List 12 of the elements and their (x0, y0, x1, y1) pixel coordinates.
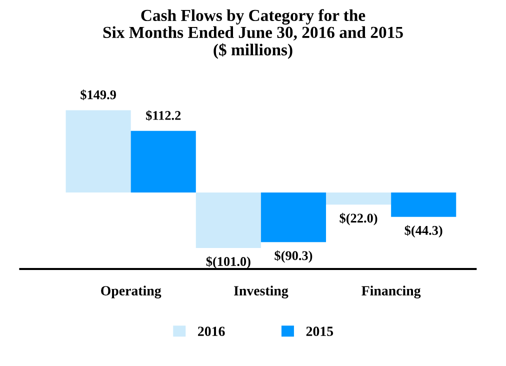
data-label: $112.2 (146, 110, 181, 121)
legend-label: 2015 (306, 326, 334, 336)
x-tick-label: Financing (362, 286, 421, 298)
data-label: $(101.0) (206, 256, 250, 269)
x-tick-label: Investing (234, 286, 288, 298)
x-tick-label: Operating (101, 286, 162, 298)
data-label: $(22.0) (340, 212, 378, 226)
data-label: $(90.3) (274, 250, 312, 263)
chart-title: Cash Flows by Category for the Six Months Ended June 30, 2016 and 2015 ($ millions) (103, 9, 403, 59)
legend-label: 2016 (198, 326, 225, 336)
data-label: $149.9 (80, 90, 116, 100)
data-label: $(44.3) (404, 225, 442, 238)
